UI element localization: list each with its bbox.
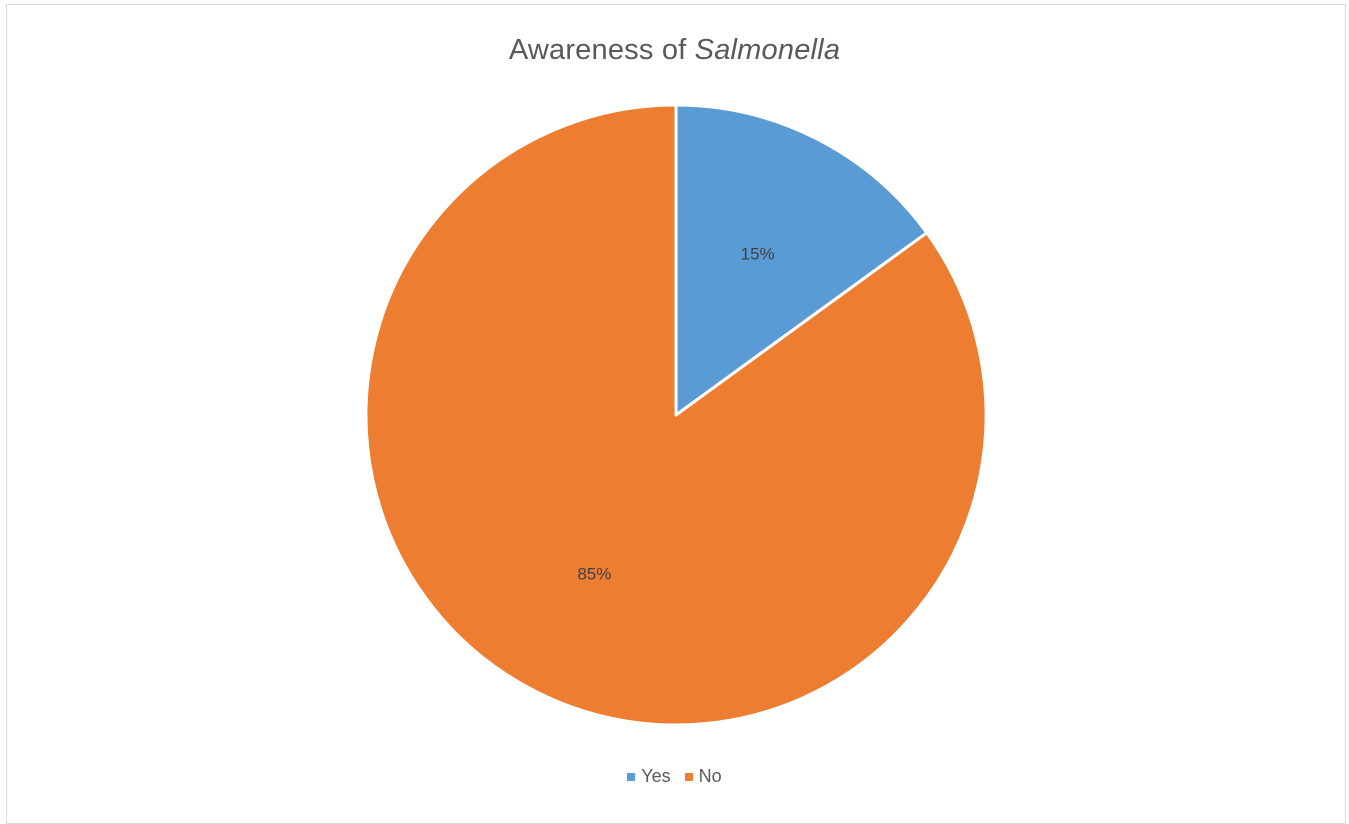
data-label-yes: 15%	[741, 244, 775, 263]
chart-title: Awareness of Salmonella	[0, 34, 1349, 67]
chart-title-italic: Salmonella	[694, 34, 841, 66]
legend: Yes No	[0, 766, 1349, 787]
chart-title-text: Awareness of	[508, 34, 687, 66]
data-label-no: 85%	[577, 565, 611, 584]
pie-data-labels: 15% 85%	[577, 244, 774, 583]
pie-slice-no[interactable]	[364, 103, 988, 727]
pie-slices	[364, 103, 988, 727]
legend-swatch-no	[684, 772, 693, 781]
legend-label-yes: Yes	[641, 766, 671, 786]
legend-swatch-yes	[627, 772, 636, 781]
legend-entry-yes[interactable]: Yes	[627, 766, 671, 787]
legend-label-no: No	[698, 766, 722, 786]
pie-slice-yes[interactable]	[674, 103, 929, 417]
legend-entry-no[interactable]: No	[684, 766, 722, 787]
